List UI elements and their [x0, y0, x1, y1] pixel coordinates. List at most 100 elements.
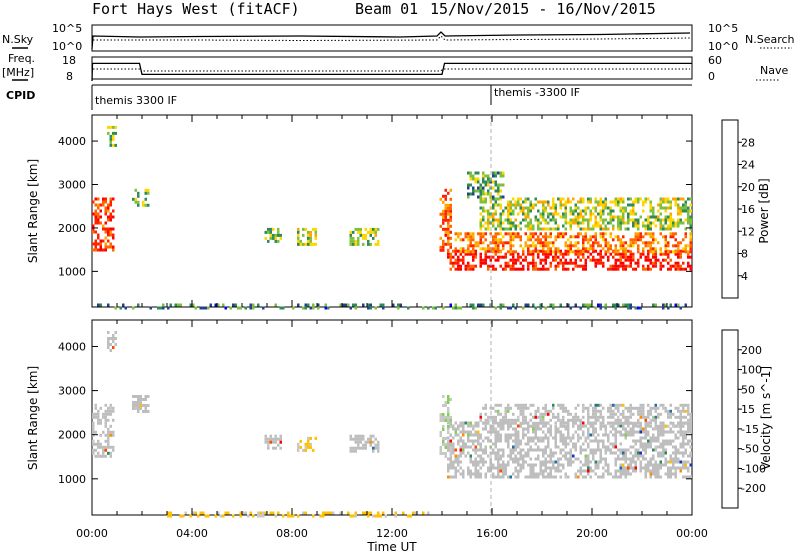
echo-cell: [369, 437, 372, 441]
echo-cell: [507, 212, 510, 216]
echo-cell: [677, 421, 680, 425]
echo-cell: [452, 475, 455, 479]
echo-cell: [659, 421, 662, 425]
echo-cell: [584, 460, 587, 464]
echo-cell: [499, 255, 502, 259]
echo-cell: [472, 472, 475, 476]
echo-cell: [634, 451, 637, 455]
colorbar-tick-label: -100: [741, 462, 766, 475]
echo-cell: [662, 224, 665, 228]
echo-cell: [602, 457, 605, 461]
echo-cell: [632, 218, 635, 222]
echo-cell: [612, 255, 615, 259]
echo-cell: [617, 197, 620, 201]
echo-cell: [522, 200, 525, 204]
echo-cell: [377, 514, 380, 518]
echo-cell: [524, 206, 527, 210]
echo-cell: [452, 261, 455, 265]
echo-cell: [624, 209, 627, 213]
echo-cell: [457, 424, 460, 428]
echo-cell: [582, 415, 585, 419]
echo-cell: [682, 460, 685, 464]
echo-cell: [617, 221, 620, 225]
echo-cell: [472, 463, 475, 467]
echo-cell: [594, 238, 597, 242]
echo-cell: [677, 409, 680, 413]
echo-cell: [684, 203, 687, 207]
echo-cell: [642, 252, 645, 256]
echo-cell: [644, 466, 647, 470]
echo-cell: [497, 469, 500, 473]
echo-cell: [494, 212, 497, 216]
echo-cell: [564, 406, 567, 410]
echo-cell: [567, 427, 570, 431]
echo-cell: [609, 409, 612, 413]
echo-cell: [529, 457, 532, 461]
echo-cell: [634, 469, 637, 473]
echo-cell: [619, 244, 622, 248]
echo-cell: [649, 463, 652, 467]
echo-cell: [494, 241, 497, 245]
echo-cell: [169, 303, 172, 307]
echo-cell: [682, 238, 685, 242]
echo-cell: [267, 227, 270, 231]
echo-cell: [632, 200, 635, 204]
echo-cell: [487, 180, 490, 184]
echo-cell: [597, 463, 600, 467]
echo-cell: [562, 267, 565, 271]
echo-cell: [602, 406, 605, 410]
echo-cell: [624, 436, 627, 440]
echo-cell: [449, 258, 452, 262]
echo-cell: [314, 436, 317, 440]
echo-cell: [544, 209, 547, 213]
echo-cell: [494, 415, 497, 419]
echo-cell: [94, 430, 97, 434]
echo-cell: [532, 424, 535, 428]
echo-cell: [97, 454, 100, 458]
echo-cell: [587, 224, 590, 228]
echo-cell: [97, 233, 100, 237]
echo-cell: [507, 215, 510, 219]
echo-cell: [442, 413, 445, 416]
echo-cell: [542, 451, 545, 455]
echo-cell: [474, 448, 477, 452]
echo-cell: [112, 134, 115, 138]
echo-cell: [469, 267, 472, 271]
echo-cell: [587, 247, 590, 251]
echo-cell: [612, 264, 615, 268]
echo-cell: [637, 235, 640, 239]
echo-cell: [454, 475, 457, 479]
echo-cell: [264, 434, 267, 438]
echo-cell: [689, 463, 692, 467]
echo-cell: [522, 406, 525, 410]
echo-cell: [624, 469, 627, 473]
echo-cell: [272, 446, 275, 450]
echo-cell: [619, 200, 622, 204]
echo-cell: [307, 436, 310, 440]
echo-cell: [147, 188, 150, 192]
echo-cell: [639, 469, 642, 473]
echo-cell: [484, 427, 487, 431]
echo-cell: [527, 451, 530, 455]
echo-cell: [569, 250, 572, 254]
echo-cell: [652, 303, 655, 307]
echo-cell: [464, 430, 467, 434]
echo-cell: [644, 424, 647, 428]
echo-cell: [657, 445, 660, 449]
echo-cell: [492, 171, 495, 175]
echo-cell: [512, 255, 515, 259]
echo-cell: [527, 421, 530, 425]
echo-cell: [97, 445, 100, 449]
echo-cell: [312, 306, 315, 310]
echo-cell: [527, 206, 530, 210]
echo-cell: [567, 261, 570, 265]
echo-cell: [304, 303, 307, 307]
echo-cell: [499, 403, 502, 407]
echo-cell: [492, 264, 495, 268]
echo-cell: [604, 250, 607, 254]
colorbar-frame: [721, 329, 739, 509]
echo-cell: [504, 415, 507, 419]
echo-cell: [547, 436, 550, 440]
echo-cell: [629, 457, 632, 461]
echo-cell: [492, 427, 495, 431]
